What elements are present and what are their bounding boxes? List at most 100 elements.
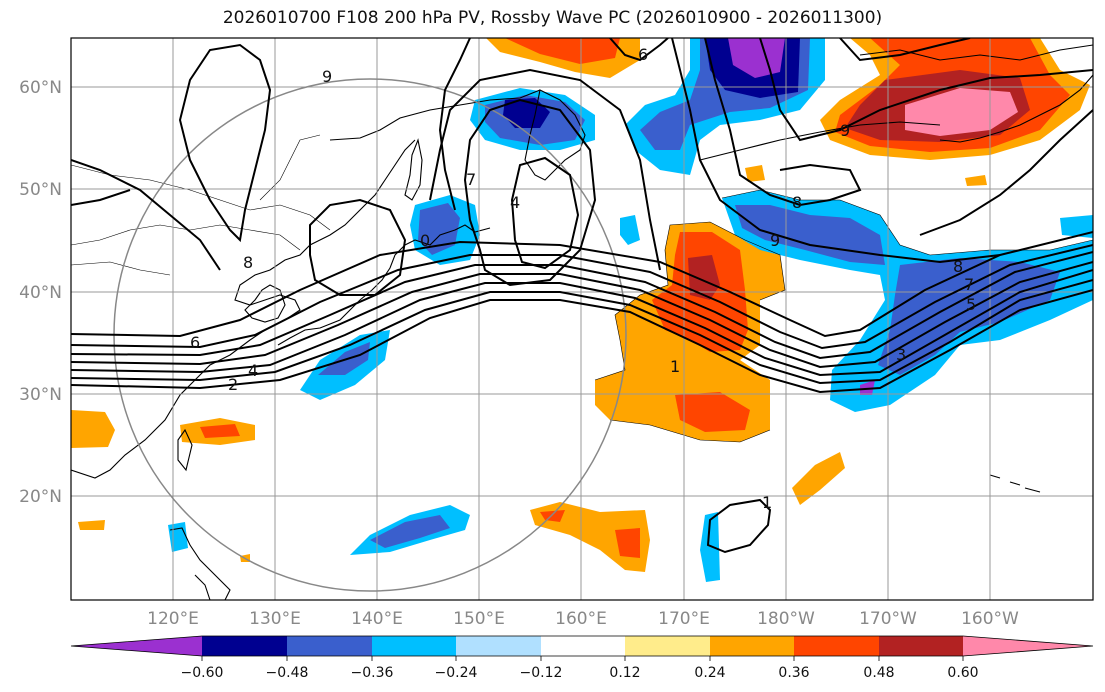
pv-contour [671, 38, 1001, 264]
positive-anomaly-region [71, 410, 115, 448]
kamchatka-coastline [524, 89, 586, 181]
korea-coastline [244, 284, 286, 323]
japan-coastline [277, 224, 491, 346]
contour-label: 7 [466, 170, 476, 189]
lon-tick-label: 170°W [859, 609, 917, 629]
pv-contour [71, 231, 1093, 338]
lon-tick-labels: 120°E 130°E 140°E 150°E 160°E 170°E 180°… [147, 609, 1019, 629]
positive-anomaly-region [505, 38, 620, 64]
colorbar-extend-max [963, 636, 1093, 656]
lon-tick-label: 140°E [351, 609, 403, 629]
positive-anomaly-region [540, 510, 565, 522]
positive-anomaly-region [78, 520, 105, 530]
philippines-coastline [169, 527, 231, 600]
pv-contour [609, 38, 669, 62]
colorbar-tick-label: −0.60 [181, 665, 224, 681]
negative-anomaly-region [700, 512, 720, 582]
contour-label: 5 [966, 295, 976, 314]
contour-label: 9 [840, 121, 850, 140]
lon-tick-label: 160°W [961, 609, 1019, 629]
pv-contour [463, 98, 597, 287]
contour-label: 2 [228, 375, 238, 394]
contour-label: 4 [248, 361, 258, 380]
sakhalin-coastline [404, 138, 423, 201]
colorbar-tick-label: 0.48 [863, 665, 894, 681]
colorbar-tick-label: 0.12 [609, 665, 640, 681]
contour-label: 8 [953, 257, 963, 276]
pv-contour [919, 109, 1093, 236]
contour-label: 7 [964, 275, 974, 294]
lat-tick-label: 30°N [19, 385, 62, 405]
pv-contour [71, 261, 1093, 369]
negative-anomaly-region [1060, 215, 1093, 238]
contour-label: 8 [243, 253, 253, 272]
hawaii-coastline [989, 474, 1041, 493]
pv-contour [71, 244, 1093, 350]
pv-contours [71, 38, 1093, 554]
positive-anomaly-region [200, 424, 240, 438]
colorbar-tick-label: −0.48 [266, 665, 309, 681]
negative-anomaly-region [620, 215, 640, 245]
lat-tick-labels: 60°N 50°N 40°N 30°N 20°N [19, 78, 62, 507]
colorbar-tick-label: 0.36 [778, 665, 809, 681]
contour-label: 6 [638, 45, 648, 64]
colorbar-segment [541, 636, 625, 656]
alaska-coastline [939, 74, 1093, 143]
contour-label: 8 [792, 193, 802, 212]
pv-contour [759, 38, 1093, 142]
okhotsk-coastline [329, 89, 541, 141]
lon-tick-label: 130°E [249, 609, 301, 629]
pv-contour [71, 251, 1093, 360]
positive-anomaly-region [615, 528, 640, 558]
asia-coastline [71, 139, 416, 479]
contour-label: 6 [190, 333, 200, 352]
pv-contour [438, 38, 471, 211]
colorbar-tick-label: 0.60 [947, 665, 978, 681]
colorbar: −0.60 −0.48 −0.36 −0.24 −0.12 0.12 0.24 … [70, 635, 1094, 681]
lat-tick-label: 40°N [19, 283, 62, 303]
aleutian-coastline [699, 121, 941, 161]
positive-anomaly-region [688, 255, 720, 300]
colorbar-segment [625, 636, 710, 656]
contour-label: 3 [896, 345, 906, 364]
contour-label: 9 [322, 67, 332, 86]
negative-anomaly-region [370, 515, 450, 548]
negative-anomaly-region [318, 342, 370, 375]
pv-contour [429, 68, 661, 271]
lon-tick-label: 120°E [147, 609, 199, 629]
colorbar-extend-min [71, 636, 202, 656]
map-frame [70, 37, 1094, 601]
pv-contour [71, 189, 131, 206]
pv-contour [309, 198, 407, 296]
contour-label: 9 [770, 231, 780, 250]
pv-contour [71, 269, 1093, 377]
contour-label-layer: 6 2 4 8 9 7 4 0 6 9 8 9 8 7 5 3 1 1 [190, 45, 976, 512]
lon-tick-label: 160°E [555, 609, 607, 629]
lat-tick-label: 20°N [19, 487, 62, 507]
lon-tick-label: 180°W [757, 609, 815, 629]
negative-anomaly-region [860, 380, 875, 395]
lon-tick-label: 170°E [658, 609, 710, 629]
lat-tick-label: 60°N [19, 78, 62, 98]
colorbar-segment [202, 636, 287, 656]
pv-contour [839, 38, 971, 62]
positive-anomaly-region [965, 175, 987, 186]
negative-anomaly-region [418, 203, 460, 255]
negative-anomaly-region [878, 258, 1060, 375]
positive-anomaly-region [745, 165, 765, 182]
lon-tick-label: 150°E [453, 609, 505, 629]
positive-anomaly-region [675, 392, 750, 432]
colorbar-tick-label: −0.36 [351, 665, 394, 681]
pv-contour [71, 289, 1093, 394]
colorbar-tick-label: −0.12 [520, 665, 563, 681]
map-title: 2026010700 F108 200 hPa PV, Rossby Wave … [222, 8, 883, 28]
pv-contour [178, 43, 272, 243]
contour-label: 1 [762, 493, 772, 512]
pv-contour [706, 498, 772, 554]
colorbar-segment [456, 636, 541, 656]
colorbar-tick-label: 0.24 [694, 665, 725, 681]
pv-contour [71, 159, 221, 271]
country-borders [71, 134, 331, 276]
contour-label: 4 [510, 193, 520, 212]
